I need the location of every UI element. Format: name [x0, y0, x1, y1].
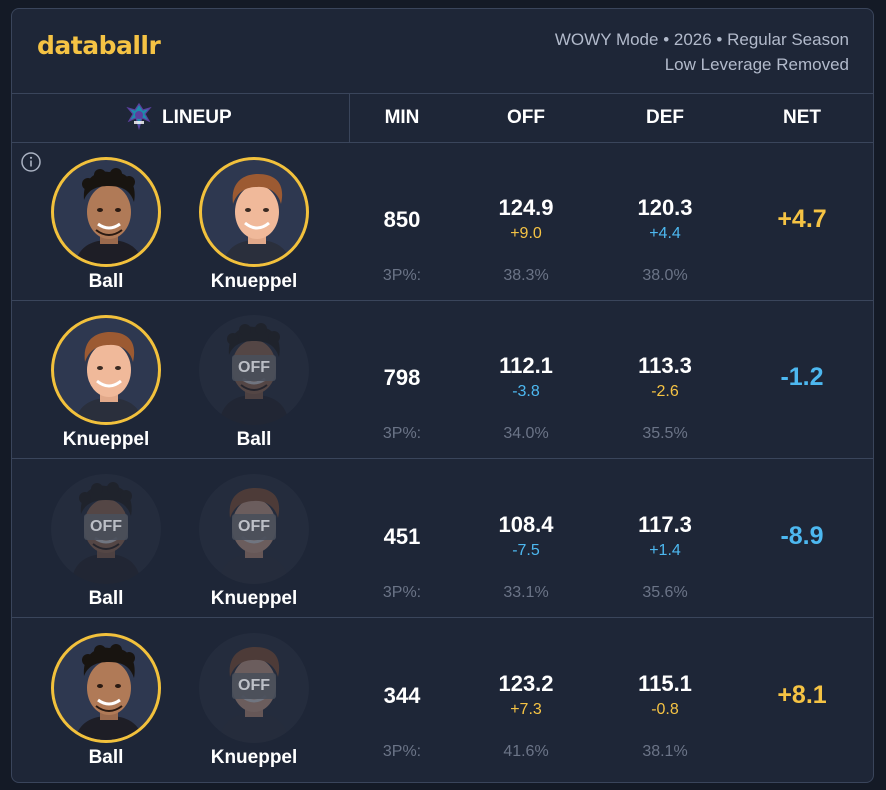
lineup-label: LINEUP	[162, 107, 232, 128]
off-rating: 112.1 -3.8	[471, 353, 581, 401]
off-badge: OFF	[232, 514, 276, 540]
off-three-pt: 41.6%	[503, 743, 549, 760]
def-delta: +4.4	[649, 225, 681, 242]
def-three-pt: 35.6%	[642, 584, 688, 601]
three-pt-label: 3P%:	[382, 584, 422, 601]
player-knueppel[interactable]: OFF Knueppel	[196, 633, 312, 769]
mode-line: WOWY Mode • 2026 • Regular Season	[554, 30, 849, 49]
off-delta: +9.0	[510, 225, 542, 242]
player-knueppel[interactable]: OFF Knueppel	[196, 474, 312, 610]
def-value: 113.3	[638, 353, 692, 378]
off-value: 124.9	[498, 195, 554, 220]
net-header[interactable]: NET	[783, 107, 821, 128]
avatar: OFF	[199, 315, 309, 425]
def-value: 120.3	[637, 195, 693, 220]
def-value: 115.1	[638, 671, 692, 696]
minutes-value: 798	[383, 365, 421, 390]
off-three-pt: 33.1%	[503, 584, 549, 601]
def-rating: 117.3 +1.4	[610, 512, 720, 560]
player-name: Ball	[88, 747, 124, 768]
column-header: LINEUP MIN OFF DEF NET	[12, 93, 873, 143]
player-knueppel[interactable]: Knueppel	[48, 315, 164, 451]
def-delta: -2.6	[651, 383, 679, 400]
off-badge: OFF	[232, 355, 276, 381]
min-header[interactable]: MIN	[384, 107, 420, 128]
off-badge: OFF	[232, 673, 276, 699]
player-ball[interactable]: OFF Ball	[196, 315, 312, 451]
lineup-row[interactable]: Ball OFF Knueppel 344 3P%: 123.2 +7.3 41.6% 115.…	[12, 619, 873, 777]
lineup-row[interactable]: Ball Knueppel 850 3P%: 124.9 +9.0 38.3% 120.3 +4…	[12, 143, 873, 301]
avatar	[51, 633, 161, 743]
card-header: databallr WOWY Mode • 2026 • Regular Sea…	[12, 9, 873, 93]
off-delta: -7.5	[512, 542, 540, 559]
avatar	[51, 315, 161, 425]
player-name: Ball	[236, 429, 272, 450]
avatar	[51, 157, 161, 267]
player-name: Knueppel	[210, 588, 298, 609]
def-three-pt: 38.1%	[642, 743, 688, 760]
lineup-header: LINEUP	[124, 101, 232, 136]
avatar: OFF	[199, 633, 309, 743]
off-value: 123.2	[498, 671, 554, 696]
def-rating: 115.1 -0.8	[610, 671, 720, 719]
off-header[interactable]: OFF	[507, 107, 545, 128]
off-rating: 108.4 -7.5	[471, 512, 581, 560]
player-name: Ball	[88, 271, 124, 292]
off-delta: +7.3	[510, 701, 542, 718]
column-divider	[349, 94, 350, 142]
databallr-logo[interactable]: databallr	[37, 31, 161, 60]
net-rating: -8.9	[780, 522, 824, 550]
minutes-value: 451	[383, 524, 421, 549]
off-value: 112.1	[499, 353, 553, 378]
minutes-value: 850	[383, 207, 421, 232]
mode-info: WOWY Mode • 2026 • Regular Season Low Le…	[555, 27, 849, 77]
off-badge: OFF	[84, 514, 128, 540]
off-three-pt: 34.0%	[503, 425, 549, 442]
lineup-row[interactable]: Knueppel OFF Ball 798 3P%: 112.1 -3.8 34.0% 113.…	[12, 301, 873, 459]
lineup-row[interactable]: OFF Ball OFF Knueppel 451 3P%: 108.4 -7.5 33.1% 1…	[12, 460, 873, 618]
off-delta: -3.8	[512, 383, 540, 400]
info-icon[interactable]	[20, 151, 42, 178]
player-ball[interactable]: OFF Ball	[48, 474, 164, 610]
player-ball[interactable]: Ball	[48, 633, 164, 769]
player-name: Knueppel	[62, 429, 150, 450]
def-header[interactable]: DEF	[646, 107, 684, 128]
def-three-pt: 38.0%	[642, 267, 688, 284]
def-value: 117.3	[638, 512, 692, 537]
avatar	[199, 157, 309, 267]
net-rating: +4.7	[777, 205, 827, 233]
off-value: 108.4	[498, 512, 554, 537]
three-pt-label: 3P%:	[382, 743, 422, 760]
player-ball[interactable]: Ball	[48, 157, 164, 293]
three-pt-label: 3P%:	[382, 425, 422, 442]
off-rating: 123.2 +7.3	[471, 671, 581, 719]
def-rating: 120.3 +4.4	[610, 195, 720, 243]
hornets-logo-icon	[124, 101, 154, 136]
off-three-pt: 38.3%	[503, 267, 549, 284]
minutes-value: 344	[383, 683, 421, 708]
def-delta: +1.4	[649, 542, 681, 559]
net-rating: -1.2	[780, 363, 824, 391]
player-name: Ball	[88, 588, 124, 609]
net-rating: +8.1	[777, 681, 827, 709]
wowy-card: databallr WOWY Mode • 2026 • Regular Sea…	[11, 8, 874, 783]
avatar: OFF	[51, 474, 161, 584]
avatar: OFF	[199, 474, 309, 584]
def-delta: -0.8	[651, 701, 679, 718]
def-three-pt: 35.5%	[642, 425, 688, 442]
player-knueppel[interactable]: Knueppel	[196, 157, 312, 293]
filter-line: Low Leverage Removed	[664, 55, 849, 74]
player-name: Knueppel	[210, 271, 298, 292]
def-rating: 113.3 -2.6	[610, 353, 720, 401]
player-name: Knueppel	[210, 747, 298, 768]
off-rating: 124.9 +9.0	[471, 195, 581, 243]
three-pt-label: 3P%:	[382, 267, 422, 284]
